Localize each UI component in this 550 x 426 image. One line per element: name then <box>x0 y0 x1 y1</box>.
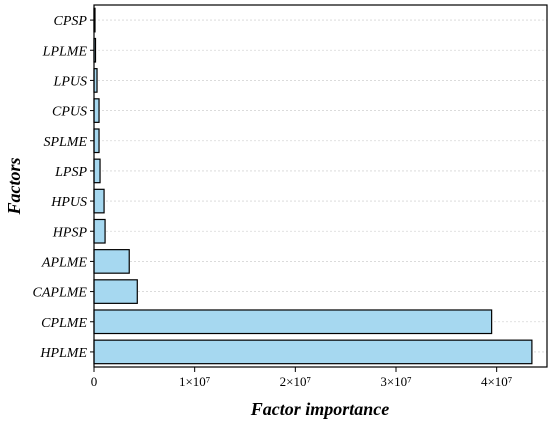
y-tick-label: LPUS <box>53 74 87 89</box>
y-tick-label: CPUS <box>52 105 87 120</box>
x-tick-label: 2×10⁷ <box>280 374 311 389</box>
bar-cplme <box>93 309 493 335</box>
x-tick-label: 4×10⁷ <box>481 374 512 389</box>
bar-caplme <box>93 279 138 304</box>
y-axis-title: Factors <box>4 157 24 215</box>
bar-hplme <box>93 339 533 365</box>
y-tick-label: HPUS <box>50 195 87 210</box>
plot-frame <box>93 4 548 368</box>
bar-lpsp <box>93 158 101 184</box>
y-tick-label: SPLME <box>43 135 87 150</box>
y-tick-label: LPSP <box>54 165 87 180</box>
y-tick-label: CPLME <box>41 316 87 331</box>
grid-layer <box>94 19 547 353</box>
y-tick-label: HPLME <box>39 346 87 361</box>
x-tick-label: 3×10⁷ <box>380 374 411 389</box>
bar-layer <box>93 7 533 365</box>
x-axis-title: Factor importance <box>250 399 390 419</box>
x-tick-label: 0 <box>91 374 98 389</box>
y-axis: HPLME CPLME CAPLME APLME HPSP HPUS LPSP SPLME CP… <box>33 14 94 361</box>
x-tick-label: 1×10⁷ <box>179 374 210 389</box>
y-tick-label: CPSP <box>54 14 88 29</box>
bar-hpus <box>93 188 105 214</box>
bar-splme <box>93 128 100 154</box>
bar-cpus <box>93 98 100 123</box>
y-tick-label: APLME <box>41 255 88 270</box>
y-tick-label: CAPLME <box>33 286 88 301</box>
bar-aplme <box>93 249 130 274</box>
x-axis: 0 1×10⁷ 2×10⁷ 3×10⁷ 4×10⁷ <box>91 367 512 389</box>
y-tick-label: LPLME <box>42 44 88 59</box>
y-tick-label: HPSP <box>52 225 88 240</box>
bar-hpsp <box>93 218 106 244</box>
